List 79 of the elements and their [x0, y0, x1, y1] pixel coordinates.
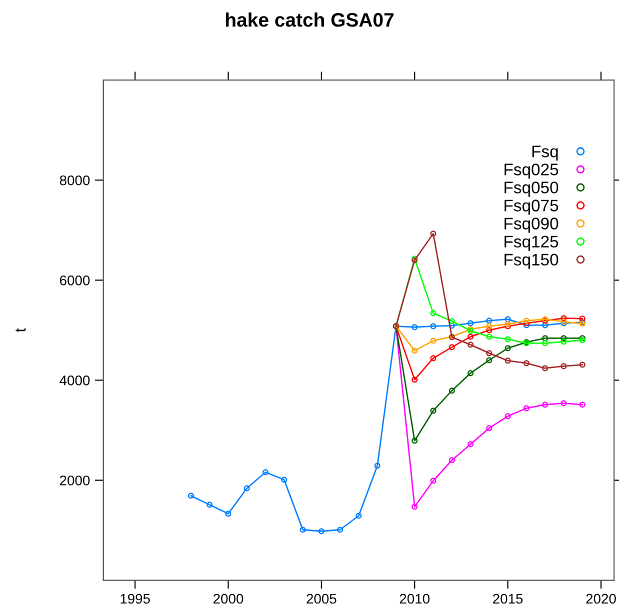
- y-tick-label: 8000: [60, 175, 90, 186]
- point: [430, 355, 436, 362]
- point: [542, 340, 548, 346]
- point: [523, 318, 530, 324]
- point: [430, 323, 436, 330]
- point: [486, 425, 492, 432]
- point: [412, 324, 418, 330]
- point: [523, 405, 530, 412]
- point: [412, 438, 418, 444]
- point: [504, 336, 511, 342]
- point: [467, 320, 474, 326]
- point: [486, 357, 492, 364]
- point: [300, 526, 306, 533]
- point: [318, 528, 324, 534]
- point: [486, 334, 492, 340]
- point: [188, 492, 194, 499]
- point: [281, 476, 288, 483]
- point: [244, 485, 250, 492]
- point: [579, 362, 586, 368]
- point: [467, 370, 474, 376]
- point: [560, 338, 567, 345]
- point: [412, 504, 418, 510]
- point: [486, 327, 492, 334]
- point: [486, 323, 492, 330]
- point: [542, 335, 548, 342]
- legend-label: Fsq075: [504, 200, 558, 215]
- point: [412, 376, 418, 383]
- point: [430, 310, 436, 316]
- legend-label: Fsq025: [504, 164, 558, 179]
- y-tick-label: 6000: [60, 275, 90, 286]
- point: [542, 365, 548, 372]
- legend-label: Fsq090: [504, 218, 558, 233]
- point: [560, 315, 567, 322]
- point: [504, 316, 511, 322]
- legend-label: Fsq125: [504, 236, 558, 251]
- point: [504, 358, 511, 364]
- point: [448, 344, 455, 350]
- legend-label: Fsq050: [504, 182, 558, 197]
- point: [430, 478, 436, 484]
- point: [448, 322, 455, 329]
- point: [504, 345, 511, 352]
- x-tick-label: 2015: [493, 594, 523, 604]
- point: [523, 360, 530, 366]
- x-tick-label: 1995: [120, 594, 150, 604]
- point: [448, 388, 455, 394]
- point: [504, 413, 511, 420]
- point: [467, 334, 474, 340]
- legend-label: Fsq150: [504, 254, 558, 269]
- chart-title: hake catch GSA07: [226, 12, 394, 27]
- point: [356, 512, 362, 519]
- point: [486, 318, 492, 324]
- point: [486, 350, 492, 356]
- point: [448, 457, 455, 464]
- x-tick-label: 2005: [306, 594, 336, 604]
- y-axis-title: t: [16, 328, 26, 332]
- point: [430, 338, 436, 344]
- point: [579, 316, 586, 322]
- point: [262, 469, 269, 476]
- y-tick-label: 2000: [60, 476, 90, 486]
- point: [542, 402, 548, 408]
- point: [560, 335, 567, 342]
- point: [225, 510, 232, 517]
- y-tick-label: 4000: [60, 376, 90, 386]
- x-tick-label: 2000: [214, 594, 244, 604]
- point: [560, 400, 567, 406]
- point: [430, 230, 436, 237]
- point: [337, 526, 344, 533]
- point: [467, 441, 474, 448]
- x-tick-label: 2020: [586, 594, 616, 604]
- point: [374, 462, 380, 469]
- point: [467, 342, 474, 348]
- point: [412, 348, 418, 354]
- x-tick-label: 2010: [400, 594, 430, 604]
- point: [430, 408, 436, 414]
- point: [542, 322, 548, 328]
- point: [560, 363, 567, 370]
- point: [579, 402, 586, 408]
- point: [206, 502, 213, 508]
- legend-label: Fsq: [532, 146, 558, 161]
